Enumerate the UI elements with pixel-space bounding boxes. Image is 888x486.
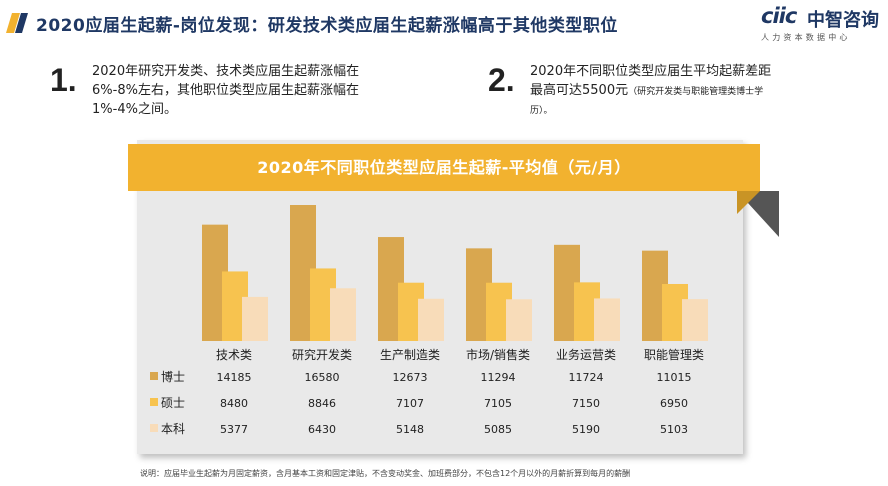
- value-label: 14185: [217, 371, 252, 384]
- value-label: 7105: [484, 397, 512, 410]
- footnote: 说明：应届毕业生起薪为月固定薪资，含月基本工资和固定津贴，不含变动奖金、加班费部…: [140, 469, 631, 478]
- banner-fold-shadow: [737, 191, 779, 237]
- point-1-number: 1.: [50, 62, 77, 98]
- value-label: 5148: [396, 423, 424, 436]
- logo-mark: ciic: [761, 4, 797, 28]
- logo-subtitle: 人力资本数据中心: [761, 33, 851, 42]
- legend-swatch-本科: [150, 424, 158, 432]
- point-2-number: 2.: [488, 62, 515, 98]
- legend-swatch-博士: [150, 372, 158, 380]
- bar-本科-3: [506, 299, 532, 341]
- value-label: 5085: [484, 423, 512, 436]
- point-2-line-1: 2020年不同职位类型应届生平均起薪差距: [530, 64, 772, 79]
- point-2-note: （研究开发类与职能管理类博士学: [628, 87, 764, 97]
- chart-title: 2020年不同职位类型应届生起薪-平均值（元/月）: [257, 158, 631, 177]
- value-label: 11724: [569, 371, 604, 384]
- title-accent-icon: [6, 13, 28, 33]
- category-label: 业务运营类: [556, 347, 616, 362]
- value-label: 6950: [660, 397, 688, 410]
- value-label: 6430: [308, 423, 336, 436]
- point-1-line-2: 6%-8%左右，其他职位类型应届生起薪涨幅在: [92, 83, 359, 98]
- bar-chart: 技术类 研究开发类 生产制造类 市场/销售类 业务运营类 职能管理类博士 14185 1658…: [150, 205, 708, 436]
- point-1-line-1: 2020年研究开发类、技术类应届生起薪涨幅在: [92, 64, 360, 79]
- value-label: 11294: [481, 371, 516, 384]
- point-2-text: 2020年不同职位类型应届生平均起薪差距 最高可达5500元（研究开发类与职能管…: [530, 62, 830, 121]
- value-label: 11015: [657, 371, 692, 384]
- category-label: 技术类: [216, 348, 252, 362]
- title-bar: 2020应届生起薪-岗位发现：研发技术类应届生起薪涨幅高于其他类型职位 ciic…: [0, 0, 888, 46]
- chart-title-banner: 2020年不同职位类型应届生起薪-平均值（元/月）: [128, 144, 760, 191]
- bar-本科-1: [330, 288, 356, 341]
- point-2-emphasis: 最高可达5500元: [530, 83, 629, 98]
- value-label: 5377: [220, 423, 248, 436]
- category-label: 生产制造类: [380, 348, 440, 362]
- point-1-text: 2020年研究开发类、技术类应届生起薪涨幅在 6%-8%左右，其他职位类型应届生…: [92, 62, 422, 119]
- category-label: 市场/销售类: [466, 347, 530, 362]
- category-label: 职能管理类: [644, 347, 704, 362]
- point-1-line-3: 1%-4%之间。: [92, 102, 177, 117]
- value-label: 16580: [305, 371, 340, 384]
- bar-本科-4: [594, 298, 620, 341]
- legend-label: 本科: [161, 422, 185, 436]
- legend-swatch-硕士: [150, 398, 158, 406]
- value-label: 8846: [308, 397, 336, 410]
- legend-label: 硕士: [161, 396, 185, 410]
- value-label: 5190: [572, 423, 600, 436]
- page-title: 2020应届生起薪-岗位发现：研发技术类应届生起薪涨幅高于其他类型职位: [36, 16, 618, 36]
- value-label: 7107: [396, 397, 424, 410]
- value-label: 8480: [220, 397, 248, 410]
- value-label: 12673: [393, 371, 428, 384]
- point-2-line-2: 最高可达5500元（研究开发类与职能管理类博士学: [530, 81, 830, 102]
- category-label: 研究开发类: [292, 347, 352, 362]
- legend-label: 博士: [161, 369, 185, 384]
- logo-cn: 中智咨询: [807, 10, 879, 31]
- value-label: 7150: [572, 397, 600, 410]
- point-2-note-end: 历）。: [530, 106, 553, 116]
- bar-本科-2: [418, 298, 444, 341]
- logo: ciic 中智咨询 人力资本数据中心: [761, 4, 881, 44]
- value-label: 5103: [660, 423, 688, 436]
- bar-本科-5: [682, 299, 708, 341]
- bar-本科-0: [242, 296, 268, 341]
